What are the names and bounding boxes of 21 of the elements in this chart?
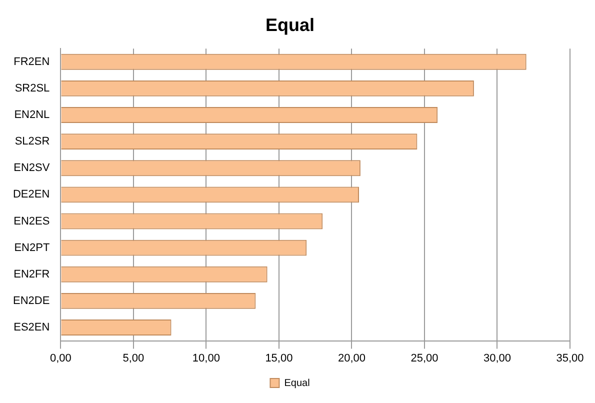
y-tick-label: EN2NL — [14, 109, 50, 122]
y-tick-label: FR2EN — [14, 56, 50, 68]
x-tick-label: 5,00 — [122, 352, 144, 364]
x-tick-label: 35,00 — [556, 352, 584, 364]
legend-label: Equal — [284, 378, 310, 389]
y-tick-label: ES2EN — [14, 322, 50, 334]
y-tick-label: EN2DE — [12, 294, 50, 307]
chart-title: Equal — [265, 14, 315, 35]
y-tick-label: EN2PT — [14, 242, 50, 254]
x-tick-label: 10,00 — [192, 352, 220, 364]
y-tick-label: SR2SL — [14, 82, 50, 94]
y-tick-label: EN2FR — [14, 268, 50, 280]
x-tick-label: 30,00 — [483, 352, 512, 364]
y-tick-label: DE2EN — [12, 188, 50, 201]
y-tick-label: EN2SV — [14, 162, 50, 174]
y-tick-label: SL2SR — [14, 136, 50, 148]
x-tick-label: 25,00 — [410, 352, 438, 364]
x-tick-label: 0,00 — [50, 352, 72, 364]
y-tick-label: EN2ES — [14, 215, 50, 228]
x-tick-label: 15,00 — [265, 352, 293, 364]
x-tick-label: 20,00 — [338, 352, 366, 364]
